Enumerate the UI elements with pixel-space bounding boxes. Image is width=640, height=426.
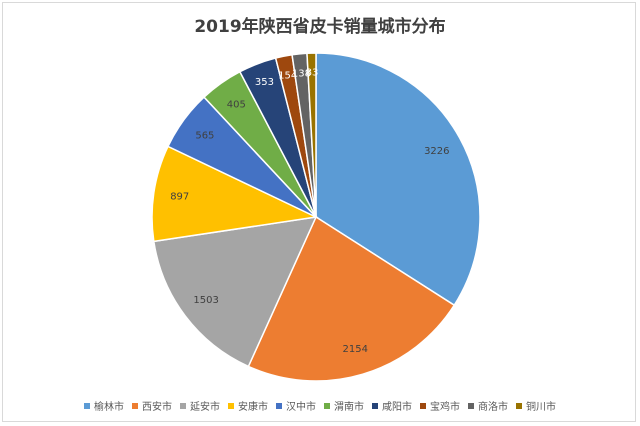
pie-slice-1 [315, 52, 481, 307]
legend-item-9: 商洛市 [468, 398, 508, 413]
legend-swatch-icon [468, 402, 474, 409]
legend-label: 安康市 [238, 402, 268, 413]
legend-item-5: 汉中市 [276, 398, 316, 413]
chart-frame [2, 2, 636, 422]
legend-swatch-icon [420, 402, 426, 409]
legend-label: 商洛市 [478, 402, 508, 413]
legend-label: 延安市 [190, 402, 220, 413]
legend-label: 铜川市 [526, 402, 556, 413]
data-label-6: 405 [227, 100, 246, 111]
legend-item-2: 西安市 [132, 398, 172, 413]
legend-item-3: 延安市 [180, 398, 220, 413]
data-label-2: 2154 [343, 344, 368, 355]
data-label-5: 565 [195, 131, 214, 142]
legend-label: 咸阳市 [382, 402, 412, 413]
legend-item-7: 咸阳市 [372, 398, 412, 413]
legend-swatch-icon [132, 402, 138, 409]
legend-label: 西安市 [142, 402, 172, 413]
legend-swatch-icon [324, 402, 330, 409]
data-label-3: 1503 [193, 295, 218, 306]
legend-item-10: 铜川市 [516, 398, 556, 413]
legend-label: 渭南市 [334, 402, 364, 413]
data-label-1: 3226 [424, 146, 449, 157]
legend-swatch-icon [228, 402, 234, 409]
legend-swatch-icon [516, 402, 522, 409]
pie-slice-10 [306, 52, 317, 218]
legend-item-6: 渭南市 [324, 398, 364, 413]
legend-item-1: 榆林市 [84, 398, 124, 413]
data-label-7: 353 [255, 77, 274, 88]
legend-swatch-icon [84, 402, 90, 409]
legend-item-8: 宝鸡市 [420, 398, 460, 413]
legend: 榆林市 西安市 延安市 安康市 汉中市 渭南市 咸阳市 宝鸡市 商洛市 铜川市 [0, 398, 640, 413]
legend-label: 榆林市 [94, 402, 124, 413]
data-label-4: 897 [170, 192, 189, 203]
data-label-8: 154 [278, 70, 297, 81]
pie-slice-4 [151, 145, 319, 243]
legend-swatch-icon [180, 402, 186, 409]
pie-slice-2 [247, 215, 456, 382]
legend-item-4: 安康市 [228, 398, 268, 413]
chart-title: 2019年陕西省皮卡销量城市分布 [194, 17, 446, 37]
legend-swatch-icon [372, 402, 378, 409]
legend-swatch-icon [276, 402, 282, 409]
data-label-10: 83 [306, 68, 319, 79]
data-label-9: 138 [292, 68, 311, 79]
legend-label: 宝鸡市 [430, 402, 460, 413]
legend-label: 汉中市 [286, 402, 316, 413]
pie-slice-3 [152, 216, 318, 368]
